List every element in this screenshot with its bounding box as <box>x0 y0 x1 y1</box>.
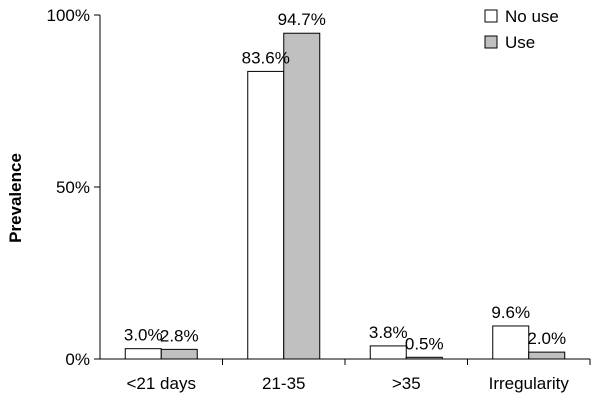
bar-no-use <box>247 70 285 360</box>
x-tick-label: <21 days <box>127 374 196 393</box>
bar-use <box>528 351 566 360</box>
x-tick-label: >35 <box>392 374 421 393</box>
data-label: 2.8% <box>160 326 199 345</box>
y-tick-label: 100% <box>47 6 90 25</box>
data-label: 9.6% <box>491 303 530 322</box>
legend-swatch <box>484 9 498 23</box>
x-tick-label: 21-35 <box>262 374 305 393</box>
y-tick-label: 0% <box>65 350 90 369</box>
bar-no-use <box>369 345 407 360</box>
data-labels: 3.0%2.8% 83.6% 94.7% 3.8%0.5% 9.6% 2.0% <box>124 10 566 353</box>
legend-label: No use <box>505 7 559 26</box>
bars <box>124 32 566 360</box>
axes: 0% 50% 100% <21 days 21-35 >35 Irregularity <box>47 6 591 393</box>
y-axis-title: Prevalence <box>6 153 25 243</box>
legend-swatch <box>484 35 498 49</box>
legend: No use Use <box>484 7 559 52</box>
bar-use <box>283 32 321 360</box>
bar-no-use <box>492 325 530 360</box>
bar-use <box>405 356 443 360</box>
legend-label: Use <box>505 33 535 52</box>
data-label: 2.0% <box>527 329 566 348</box>
y-tick-label: 50% <box>56 178 90 197</box>
data-label: 83.6% <box>242 48 290 67</box>
bar-use <box>160 348 198 360</box>
x-tick-label: Irregularity <box>489 374 570 393</box>
data-label: 0.5% <box>405 334 444 353</box>
data-label: 94.7% <box>278 10 326 29</box>
data-label: 3.8% <box>369 323 408 342</box>
data-label: 3.0% <box>124 326 163 345</box>
bar-no-use <box>124 348 162 360</box>
